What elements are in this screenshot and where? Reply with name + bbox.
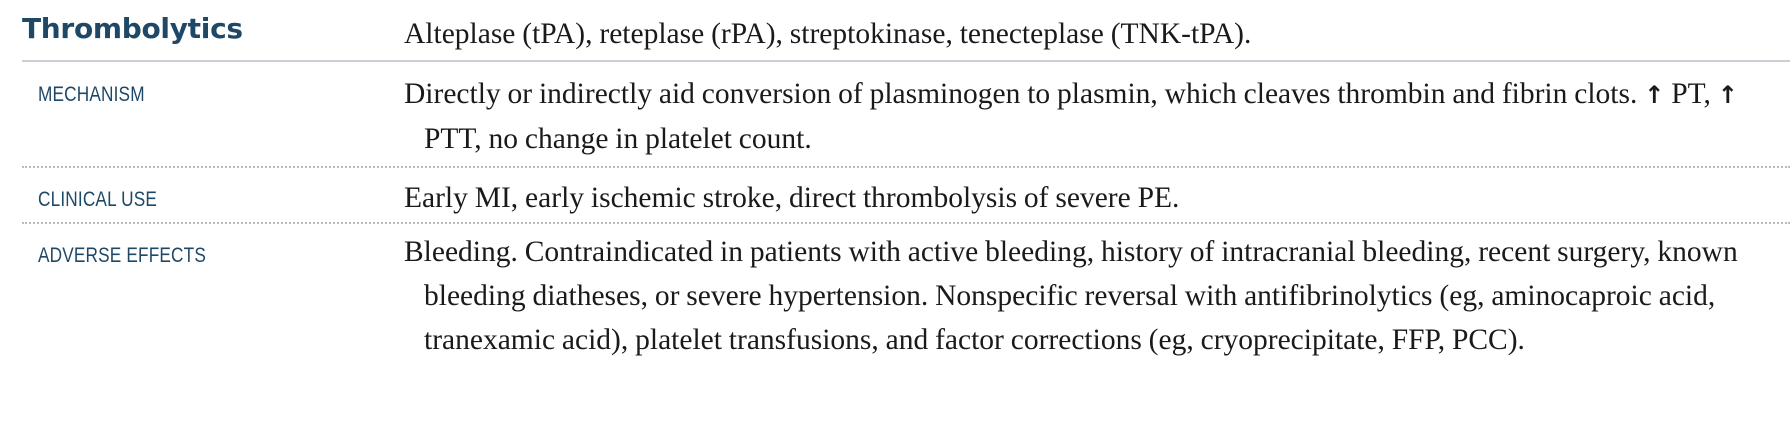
- section-title: Thrombolytics: [22, 12, 243, 45]
- mechanism-text-part2: PT,: [1671, 78, 1711, 110]
- mechanism-row: MECHANISM Directly or indirectly aid con…: [22, 62, 1790, 168]
- adverse-effects-text: Bleeding. Contraindicated in patients wi…: [404, 236, 1738, 356]
- mechanism-label: MECHANISM: [38, 83, 145, 106]
- drug-table: Thrombolytics Alteplase (tPA), reteplase…: [22, 0, 1790, 404]
- clinical-use-label: CLINICAL USE: [38, 188, 158, 211]
- clinical-use-row: CLINICAL USE Early MI, early ischemic st…: [22, 168, 1790, 224]
- up-arrow-icon: ↑: [1717, 81, 1738, 109]
- adverse-effects-label: ADVERSE EFFECTS: [38, 244, 206, 267]
- up-arrow-icon: ↑: [1644, 81, 1665, 109]
- adverse-effects-row: ADVERSE EFFECTS Bleeding. Contraindicate…: [22, 224, 1790, 404]
- drug-list: Alteplase (tPA), reteplase (rPA), strept…: [404, 18, 1252, 50]
- mechanism-text-part3: PTT, no change in platelet count.: [424, 123, 812, 155]
- table-header-row: Thrombolytics Alteplase (tPA), reteplase…: [22, 0, 1790, 62]
- mechanism-text-part1: Directly or indirectly aid conversion of…: [404, 78, 1638, 110]
- mechanism-text: Directly or indirectly aid conversion of…: [404, 72, 1790, 161]
- clinical-use-text: Early MI, early ischemic stroke, direct …: [404, 182, 1180, 214]
